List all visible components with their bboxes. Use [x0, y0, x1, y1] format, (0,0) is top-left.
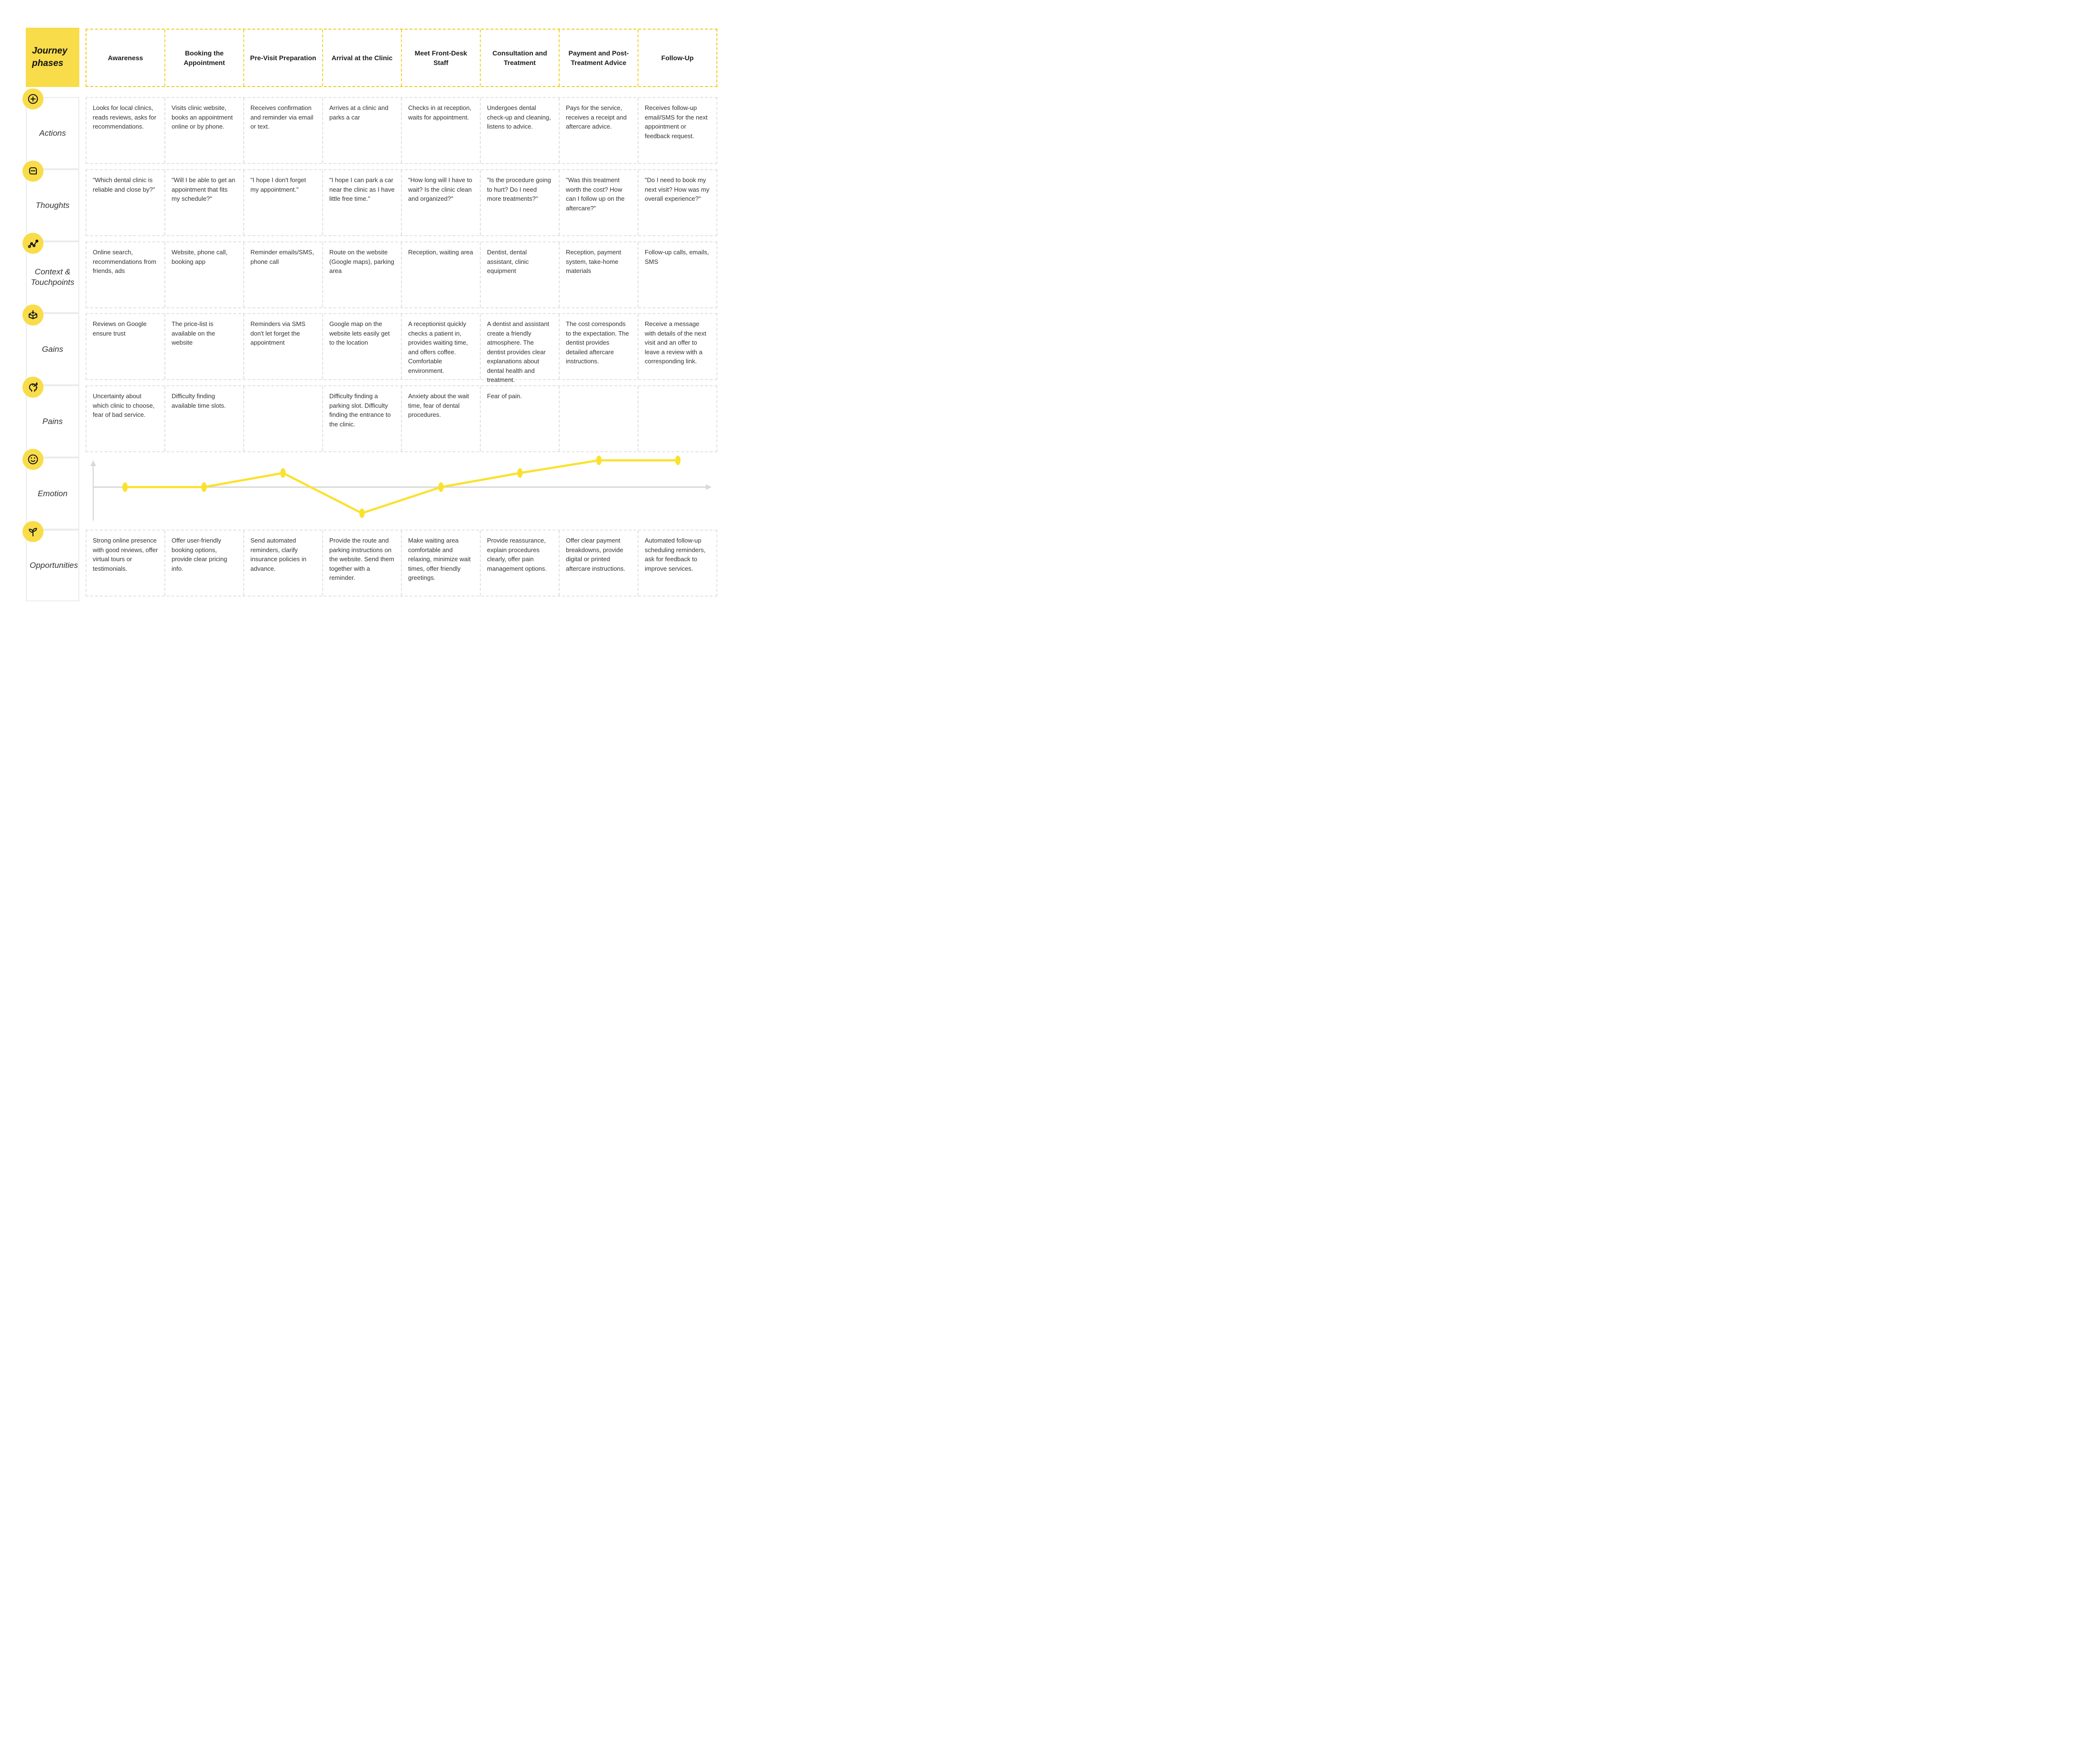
gains-cell-7: Receive a message with details of the ne…: [638, 314, 716, 379]
sprout-icon: [22, 521, 43, 542]
context-row: Online search, recommendations from frie…: [86, 241, 717, 308]
row-label-opportunities: Opportunities: [22, 521, 79, 601]
gains-cell-5: A dentist and assistant create a friendl…: [480, 314, 559, 383]
pains-cell-0: Uncertainty about which clinic to choose…: [93, 392, 155, 418]
emotion-row: [86, 455, 717, 524]
phase-header-booking: Booking the Appointment: [164, 30, 243, 86]
gains-cell-0: Reviews on Google ensure trust: [93, 320, 147, 337]
opportunities-row: Strong online presence with good reviews…: [86, 530, 717, 597]
phase-header-awareness: Awareness: [108, 54, 143, 62]
context-cell-3: Route on the website (Google maps), park…: [322, 242, 401, 307]
row-label-context: Context & Touchpoints: [22, 233, 79, 313]
thoughts-cell-6: "Was this treatment worth the cost? How …: [559, 170, 638, 235]
plus-circle-icon: [22, 88, 43, 109]
thoughts-cell-3: "I hope I can park a car near the clinic…: [322, 170, 401, 235]
context-cell-6: Reception, payment system, take-home mat…: [559, 242, 638, 307]
phase-header-frontdesk: Meet Front-Desk Staff: [401, 30, 480, 86]
context-cell-2: Reminder emails/SMS, phone call: [243, 242, 322, 307]
pains-cell-1: Difficulty finding available time slots.: [164, 386, 243, 451]
row-label-actions: Actions: [22, 88, 79, 169]
pains-cell-2: [243, 386, 322, 451]
phase-header-previsit: Pre-Visit Preparation: [243, 30, 322, 86]
gains-cell-6: The cost corresponds to the expectation.…: [559, 314, 638, 379]
pains-cell-3: Difficulty finding a parking slot. Diffi…: [322, 386, 401, 451]
customer-journey-map: Journey phases Awareness Booking the App…: [0, 0, 736, 610]
row-label-text: Opportunities: [30, 560, 78, 570]
opportunities-cell-2: Send automated reminders, clarify insura…: [243, 531, 322, 596]
thoughts-cell-4: "How long will I have to wait? Is the cl…: [401, 170, 480, 235]
thoughts-row: "Which dental clinic is reliable and clo…: [86, 169, 717, 236]
emotion-curve-chart: [90, 455, 712, 521]
pains-cell-6: [559, 386, 638, 451]
phase-header-row: Awareness Booking the Appointment Pre-Vi…: [86, 29, 717, 87]
actions-cell-1: Visits clinic website, books an appointm…: [164, 98, 243, 163]
phase-header-consultation: Consultation and Treatment: [480, 30, 559, 86]
pains-cell-7: [638, 386, 716, 451]
actions-cell-7: Receives follow-up email/SMS for the nex…: [638, 98, 716, 163]
phase-header-followup: Follow-Up: [638, 30, 716, 86]
actions-cell-2: Receives confirmation and reminder via e…: [243, 98, 322, 163]
actions-cell-4: Checks in at reception, waits for appoin…: [401, 98, 480, 163]
speech-bubble-icon: [22, 161, 43, 182]
gains-cell-4: A receptionist quickly checks a patient …: [401, 314, 480, 379]
pains-row: Uncertainty about which clinic to choose…: [86, 385, 717, 452]
opportunities-cell-6: Offer clear payment breakdowns, provide …: [559, 531, 638, 596]
actions-row: Looks for local clinics, reads reviews, …: [86, 97, 717, 164]
package-icon: [22, 304, 43, 326]
journey-phases-box: Journey phases: [26, 28, 79, 87]
phase-header-arrival: Arrival at the Clinic: [322, 30, 401, 86]
context-cell-4: Reception, waiting area: [401, 242, 480, 307]
phase-header-payment: Payment and Post-Treatment Advice: [559, 30, 638, 86]
row-label-pains: Pains: [22, 377, 79, 457]
gains-row: Reviews on Google ensure trust The price…: [86, 313, 717, 383]
opportunities-cell-0: Strong online presence with good reviews…: [93, 537, 158, 572]
context-cell-5: Dentist, dental assistant, clinic equipm…: [480, 242, 559, 307]
gains-cell-1: The price-list is available on the websi…: [164, 314, 243, 379]
opportunities-cell-4: Make waiting area comfortable and relaxi…: [401, 531, 480, 596]
row-label-text: Actions: [39, 128, 66, 138]
opportunities-cell-7: Automated follow-up scheduling reminders…: [638, 531, 716, 596]
row-label-text: Gains: [42, 344, 64, 354]
gains-cell-3: Google map on the website lets easily ge…: [322, 314, 401, 379]
thoughts-cell-2: "I hope I don't forget my appointment.": [243, 170, 322, 235]
journey-path-icon: [22, 233, 43, 254]
actions-cell-5: Undergoes dental check-up and cleaning, …: [480, 98, 559, 163]
actions-cell-3: Arrives at a clinic and parks a car: [322, 98, 401, 163]
opportunities-cell-5: Provide reassurance, explain procedures …: [480, 531, 559, 596]
thoughts-cell-7: "Do I need to book my next visit? How wa…: [638, 170, 716, 235]
context-cell-0: Online search, recommendations from frie…: [93, 249, 156, 274]
thoughts-cell-1: "Will I be able to get an appointment th…: [164, 170, 243, 235]
row-label-gains: Gains: [22, 304, 79, 385]
gains-cell-2: Reminders via SMS don't let forget the a…: [243, 314, 322, 379]
pains-cell-5: Fear of pain.: [480, 386, 559, 451]
actions-cell-6: Pays for the service, receives a receipt…: [559, 98, 638, 163]
opportunities-cell-3: Provide the route and parking instructio…: [322, 531, 401, 596]
row-label-text: Context & Touchpoints: [31, 267, 75, 287]
row-label-text: Emotion: [37, 489, 68, 498]
headache-icon: [22, 377, 43, 398]
row-label-thoughts: Thoughts: [22, 161, 79, 241]
actions-cell-0: Looks for local clinics, reads reviews, …: [93, 104, 156, 130]
row-label-text: Thoughts: [35, 200, 70, 210]
smiley-icon: [22, 449, 43, 470]
thoughts-cell-5: "Is the procedure going to hurt? Do I ne…: [480, 170, 559, 235]
context-cell-7: Follow-up calls, emails, SMS: [638, 242, 716, 307]
journey-phases-title: Journey phases: [32, 46, 67, 68]
opportunities-cell-1: Offer user-friendly booking options, pro…: [164, 531, 243, 596]
row-label-emotion: Emotion: [22, 449, 79, 530]
thoughts-cell-0: "Which dental clinic is reliable and clo…: [93, 176, 155, 193]
row-label-text: Pains: [42, 416, 63, 426]
pains-cell-4: Anxiety about the wait time, fear of den…: [401, 386, 480, 451]
context-cell-1: Website, phone call, booking app: [164, 242, 243, 307]
